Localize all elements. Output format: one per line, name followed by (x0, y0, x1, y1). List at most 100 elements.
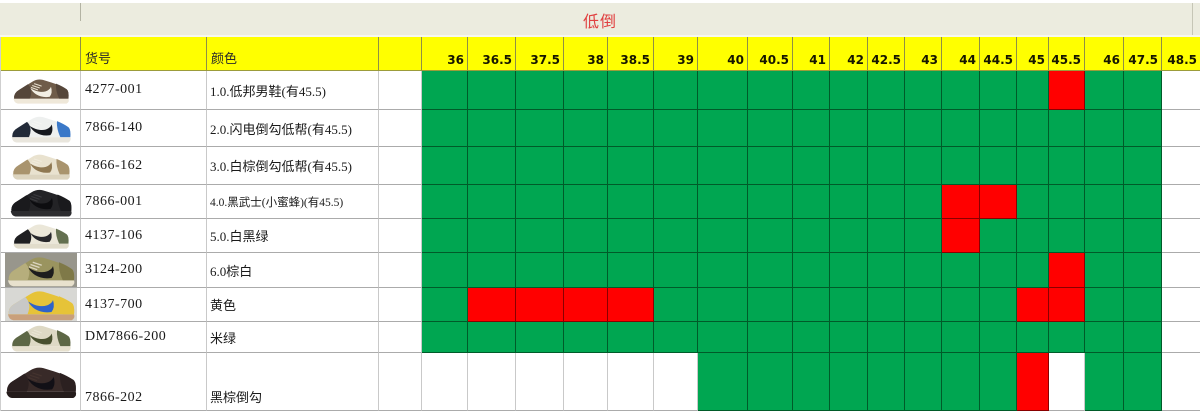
availability-cell[interactable] (468, 253, 516, 288)
availability-cell[interactable] (516, 253, 564, 288)
availability-cell[interactable] (942, 185, 980, 219)
availability-cell[interactable] (1162, 288, 1200, 322)
availability-cell[interactable] (516, 288, 564, 322)
size-col-header[interactable]: 44 (942, 37, 980, 71)
availability-cell[interactable] (422, 353, 468, 411)
item-no-cell[interactable]: DM7866-200 (81, 322, 207, 353)
availability-cell[interactable] (516, 322, 564, 353)
header-cell-color[interactable]: 颜色 (207, 37, 379, 71)
availability-cell[interactable] (905, 288, 942, 322)
color-name-cell[interactable]: 米绿 (207, 322, 379, 353)
color-name-cell[interactable]: 2.0.闪电倒勾低帮(有45.5) (207, 110, 379, 147)
availability-cell[interactable] (980, 219, 1017, 253)
availability-cell[interactable] (1124, 353, 1162, 411)
spacer-cell[interactable] (379, 288, 422, 322)
availability-cell[interactable] (980, 147, 1017, 185)
availability-cell[interactable] (793, 253, 830, 288)
availability-cell[interactable] (868, 219, 905, 253)
size-col-header[interactable]: 39 (654, 37, 698, 71)
availability-cell[interactable] (1049, 185, 1085, 219)
availability-cell[interactable] (1124, 219, 1162, 253)
availability-cell[interactable] (830, 71, 868, 110)
availability-cell[interactable] (608, 147, 654, 185)
availability-cell[interactable] (698, 110, 748, 147)
availability-cell[interactable] (1085, 71, 1124, 110)
availability-cell[interactable] (1085, 353, 1124, 411)
availability-cell[interactable] (1124, 253, 1162, 288)
availability-cell[interactable] (1162, 322, 1200, 353)
availability-cell[interactable] (1049, 288, 1085, 322)
availability-cell[interactable] (748, 185, 793, 219)
color-name-cell[interactable]: 5.0.白黑绿 (207, 219, 379, 253)
availability-cell[interactable] (1085, 110, 1124, 147)
availability-cell[interactable] (1085, 288, 1124, 322)
availability-cell[interactable] (748, 253, 793, 288)
availability-cell[interactable] (1124, 147, 1162, 185)
availability-cell[interactable] (608, 288, 654, 322)
availability-cell[interactable] (422, 322, 468, 353)
shoe-photo[interactable] (1, 147, 81, 185)
availability-cell[interactable] (1049, 147, 1085, 185)
availability-cell[interactable] (793, 110, 830, 147)
availability-cell[interactable] (868, 71, 905, 110)
size-col-header[interactable]: 46 (1085, 37, 1124, 71)
availability-cell[interactable] (1017, 147, 1049, 185)
availability-cell[interactable] (516, 71, 564, 110)
availability-cell[interactable] (748, 147, 793, 185)
size-col-header[interactable]: 42.5 (868, 37, 905, 71)
size-col-header[interactable]: 37.5 (516, 37, 564, 71)
availability-cell[interactable] (1017, 185, 1049, 219)
availability-cell[interactable] (1085, 185, 1124, 219)
availability-cell[interactable] (868, 353, 905, 411)
size-col-header[interactable]: 38.5 (608, 37, 654, 71)
availability-cell[interactable] (830, 110, 868, 147)
availability-cell[interactable] (980, 71, 1017, 110)
availability-cell[interactable] (980, 185, 1017, 219)
availability-cell[interactable] (793, 322, 830, 353)
shoe-photo[interactable] (1, 288, 81, 322)
spacer-cell[interactable] (379, 147, 422, 185)
availability-cell[interactable] (942, 253, 980, 288)
availability-cell[interactable] (468, 147, 516, 185)
availability-cell[interactable] (698, 147, 748, 185)
availability-cell[interactable] (516, 219, 564, 253)
availability-cell[interactable] (608, 185, 654, 219)
availability-cell[interactable] (516, 110, 564, 147)
availability-cell[interactable] (1049, 253, 1085, 288)
availability-cell[interactable] (608, 110, 654, 147)
availability-cell[interactable] (422, 185, 468, 219)
size-col-header[interactable]: 40 (698, 37, 748, 71)
shoe-photo[interactable] (1, 219, 81, 253)
availability-cell[interactable] (1085, 147, 1124, 185)
shoe-photo[interactable] (1, 185, 81, 219)
availability-cell[interactable] (830, 353, 868, 411)
availability-cell[interactable] (748, 110, 793, 147)
availability-cell[interactable] (1049, 353, 1085, 411)
availability-cell[interactable] (698, 219, 748, 253)
availability-cell[interactable] (654, 147, 698, 185)
size-col-header[interactable]: 40.5 (748, 37, 793, 71)
availability-cell[interactable] (905, 110, 942, 147)
availability-cell[interactable] (905, 353, 942, 411)
availability-cell[interactable] (905, 147, 942, 185)
availability-cell[interactable] (868, 185, 905, 219)
availability-cell[interactable] (1017, 322, 1049, 353)
availability-cell[interactable] (1017, 71, 1049, 110)
size-col-header[interactable]: 45 (1017, 37, 1049, 71)
availability-cell[interactable] (905, 71, 942, 110)
availability-cell[interactable] (468, 110, 516, 147)
availability-cell[interactable] (830, 147, 868, 185)
availability-cell[interactable] (905, 322, 942, 353)
availability-cell[interactable] (516, 147, 564, 185)
availability-cell[interactable] (830, 185, 868, 219)
shoe-photo[interactable] (1, 353, 81, 411)
availability-cell[interactable] (1124, 110, 1162, 147)
availability-cell[interactable] (422, 71, 468, 110)
availability-cell[interactable] (1049, 110, 1085, 147)
availability-cell[interactable] (1162, 147, 1200, 185)
item-no-cell[interactable]: 7866-202 (81, 353, 207, 411)
shoe-photo[interactable] (1, 110, 81, 147)
availability-cell[interactable] (868, 322, 905, 353)
header-cell-spacer-column[interactable] (379, 37, 422, 71)
availability-cell[interactable] (468, 322, 516, 353)
